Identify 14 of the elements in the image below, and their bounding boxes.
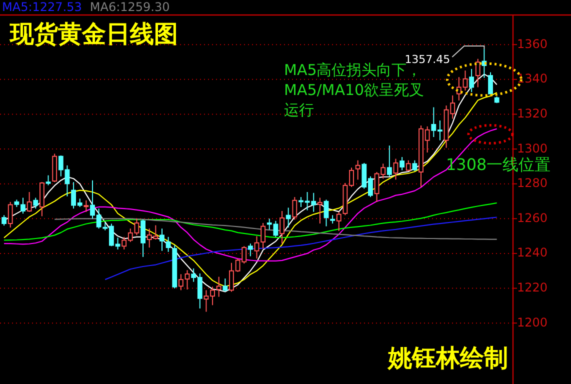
ytick-label: 1280 [517, 176, 548, 190]
ytick-label: 1340 [517, 72, 548, 86]
ytick-label: 1360 [517, 36, 548, 51]
annotation: 1357.45 [404, 53, 450, 66]
ytick-label: 1240 [517, 246, 548, 260]
annotation: 姚钰林绘制 [388, 343, 509, 374]
ytick-label: 1260 [517, 210, 548, 225]
ytick-label: 1200 [517, 315, 548, 330]
legend-item: MA5:1227.53 [2, 0, 82, 14]
annotation: 现货黄金日线图 [10, 19, 179, 50]
ytick-label: 1220 [517, 280, 548, 295]
legend-item: MA6:1259.30 [90, 0, 170, 14]
ytick-label: 1320 [517, 106, 548, 120]
ytick-label: 1300 [517, 141, 548, 156]
